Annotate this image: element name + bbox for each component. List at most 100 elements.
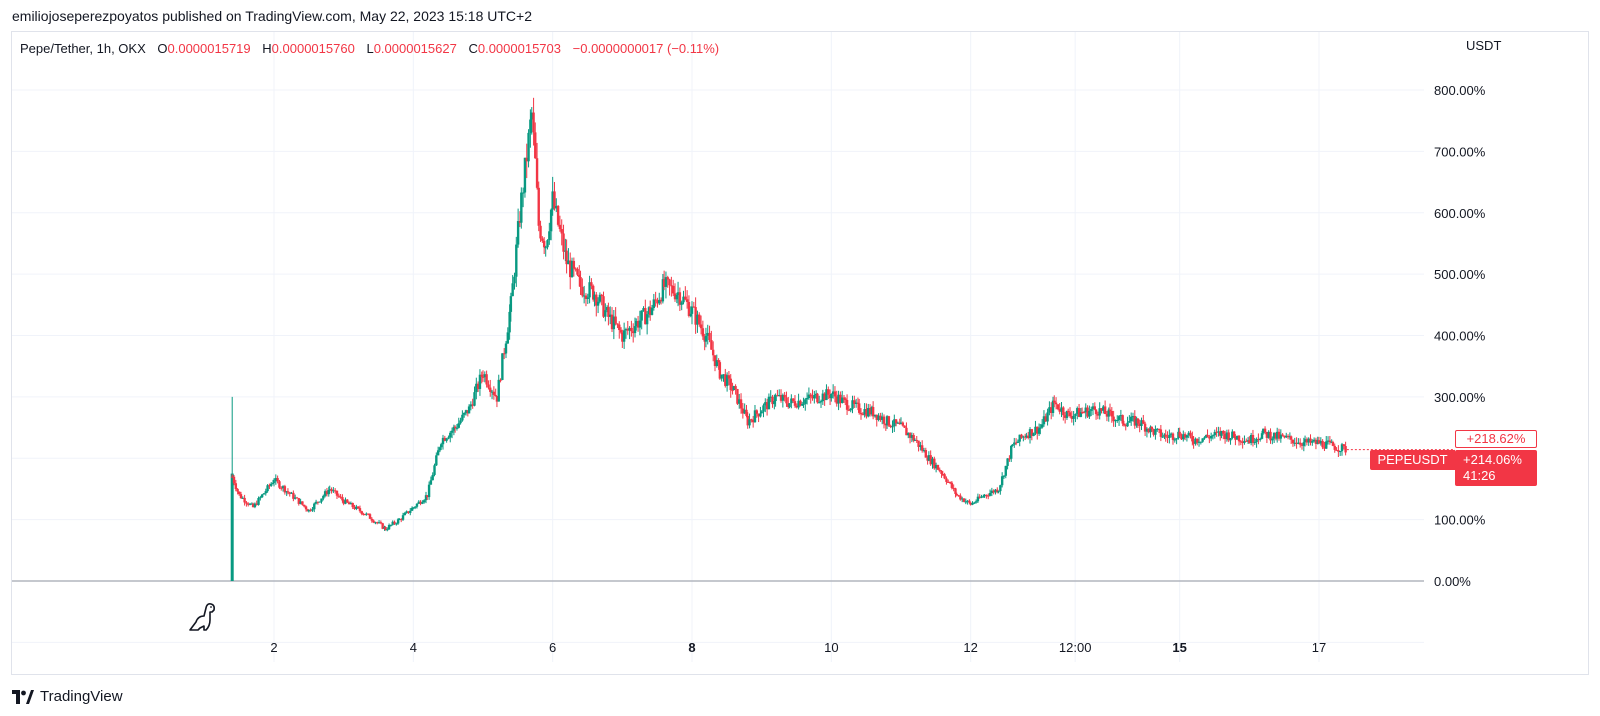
candle-body <box>234 483 238 490</box>
candle-body <box>931 458 934 465</box>
candle-body <box>353 507 356 509</box>
candle-body <box>724 374 727 386</box>
candle-body <box>1018 434 1021 442</box>
candle-body <box>391 521 394 525</box>
low-label: L <box>366 41 374 56</box>
candle-body <box>1116 419 1119 421</box>
candle-body <box>870 407 874 415</box>
candle-body <box>480 374 483 377</box>
candle-body <box>1027 435 1030 439</box>
candle-body <box>1220 430 1223 436</box>
candle-body <box>387 525 391 530</box>
candle-body <box>1131 416 1135 418</box>
candle-body <box>584 295 588 299</box>
candle-body <box>239 494 243 499</box>
candle-body <box>891 426 894 428</box>
candle-body <box>616 323 619 325</box>
candle-body <box>698 314 701 325</box>
candle-body <box>940 471 943 474</box>
candle-body <box>529 119 532 133</box>
candle-body <box>1034 426 1037 434</box>
candle-body <box>823 393 826 401</box>
candle-body <box>887 416 891 426</box>
candle-body <box>947 481 950 483</box>
candle-body <box>495 396 499 402</box>
candle-body <box>1002 475 1006 477</box>
candle-body <box>885 416 889 426</box>
candle-body <box>521 192 525 194</box>
candle-body <box>1321 440 1324 448</box>
candle-body <box>377 522 381 524</box>
candle-body <box>1316 440 1319 444</box>
candle-body <box>978 496 981 498</box>
candle-body <box>1183 434 1187 438</box>
candle-body <box>1126 422 1129 427</box>
candle-body <box>1333 445 1336 450</box>
candle-body <box>1331 442 1335 446</box>
candle-body <box>551 191 554 210</box>
candle-body <box>632 331 635 334</box>
candle-body <box>636 321 640 328</box>
candle-body <box>1074 413 1077 416</box>
y-tick-label: 100.00% <box>1434 513 1486 528</box>
candle-body <box>1025 435 1028 438</box>
candle-body <box>299 501 302 504</box>
candle-body <box>530 112 533 120</box>
symbol-label[interactable]: Pepe/Tether, 1h, OKX <box>20 41 146 56</box>
candle-body <box>1217 431 1220 433</box>
candle-body <box>424 495 428 501</box>
candle-body <box>464 410 468 413</box>
candle-body <box>827 389 830 395</box>
last-pct-value: +214.06% <box>1463 452 1522 467</box>
candle-body <box>537 187 540 226</box>
candle-body <box>926 457 929 461</box>
candle-body <box>642 308 645 311</box>
candle-body <box>727 375 731 379</box>
candle-body <box>278 481 281 488</box>
candle-body <box>1128 421 1131 423</box>
candle-body <box>858 403 861 413</box>
candle-body <box>1102 406 1105 411</box>
candle-body <box>779 394 783 401</box>
candle-body <box>912 435 915 441</box>
candle-body <box>894 419 898 424</box>
candle-body <box>762 405 765 412</box>
candle-body <box>435 455 438 466</box>
candle-body <box>750 419 753 421</box>
candle-body <box>1006 458 1009 466</box>
chart-frame[interactable] <box>11 31 1589 675</box>
candle-body <box>739 399 743 409</box>
candle-body <box>323 491 327 496</box>
candle-body <box>621 332 624 342</box>
candle-body <box>504 343 508 354</box>
candle-body <box>245 502 248 504</box>
candle-body <box>692 306 696 308</box>
x-tick-label: 15 <box>1172 640 1186 655</box>
candle-body <box>560 229 563 234</box>
candle-body <box>333 490 337 492</box>
candle-body <box>687 302 691 316</box>
candle-body <box>268 485 271 487</box>
candle-body <box>622 330 626 342</box>
currency-label[interactable]: USDT <box>1466 38 1502 53</box>
candle-body <box>436 450 440 456</box>
candle-body <box>1272 432 1276 439</box>
candle-body <box>253 503 257 508</box>
candle-body <box>1285 435 1288 438</box>
candle-body <box>1096 414 1100 416</box>
candle-body <box>1338 451 1342 453</box>
candle-body <box>1249 434 1253 444</box>
candle-body <box>1335 449 1338 451</box>
candle-body <box>835 396 838 404</box>
candle-body <box>773 401 776 405</box>
candle-body <box>828 394 832 399</box>
close-value: 0.0000015703 <box>477 41 562 56</box>
candle-body <box>868 407 872 415</box>
candle-body <box>1147 428 1150 433</box>
candle-body <box>802 403 805 405</box>
candle-body <box>1311 441 1314 443</box>
candle-body <box>745 409 748 416</box>
candle-body <box>859 412 863 415</box>
footer[interactable]: TradingView <box>12 688 123 705</box>
